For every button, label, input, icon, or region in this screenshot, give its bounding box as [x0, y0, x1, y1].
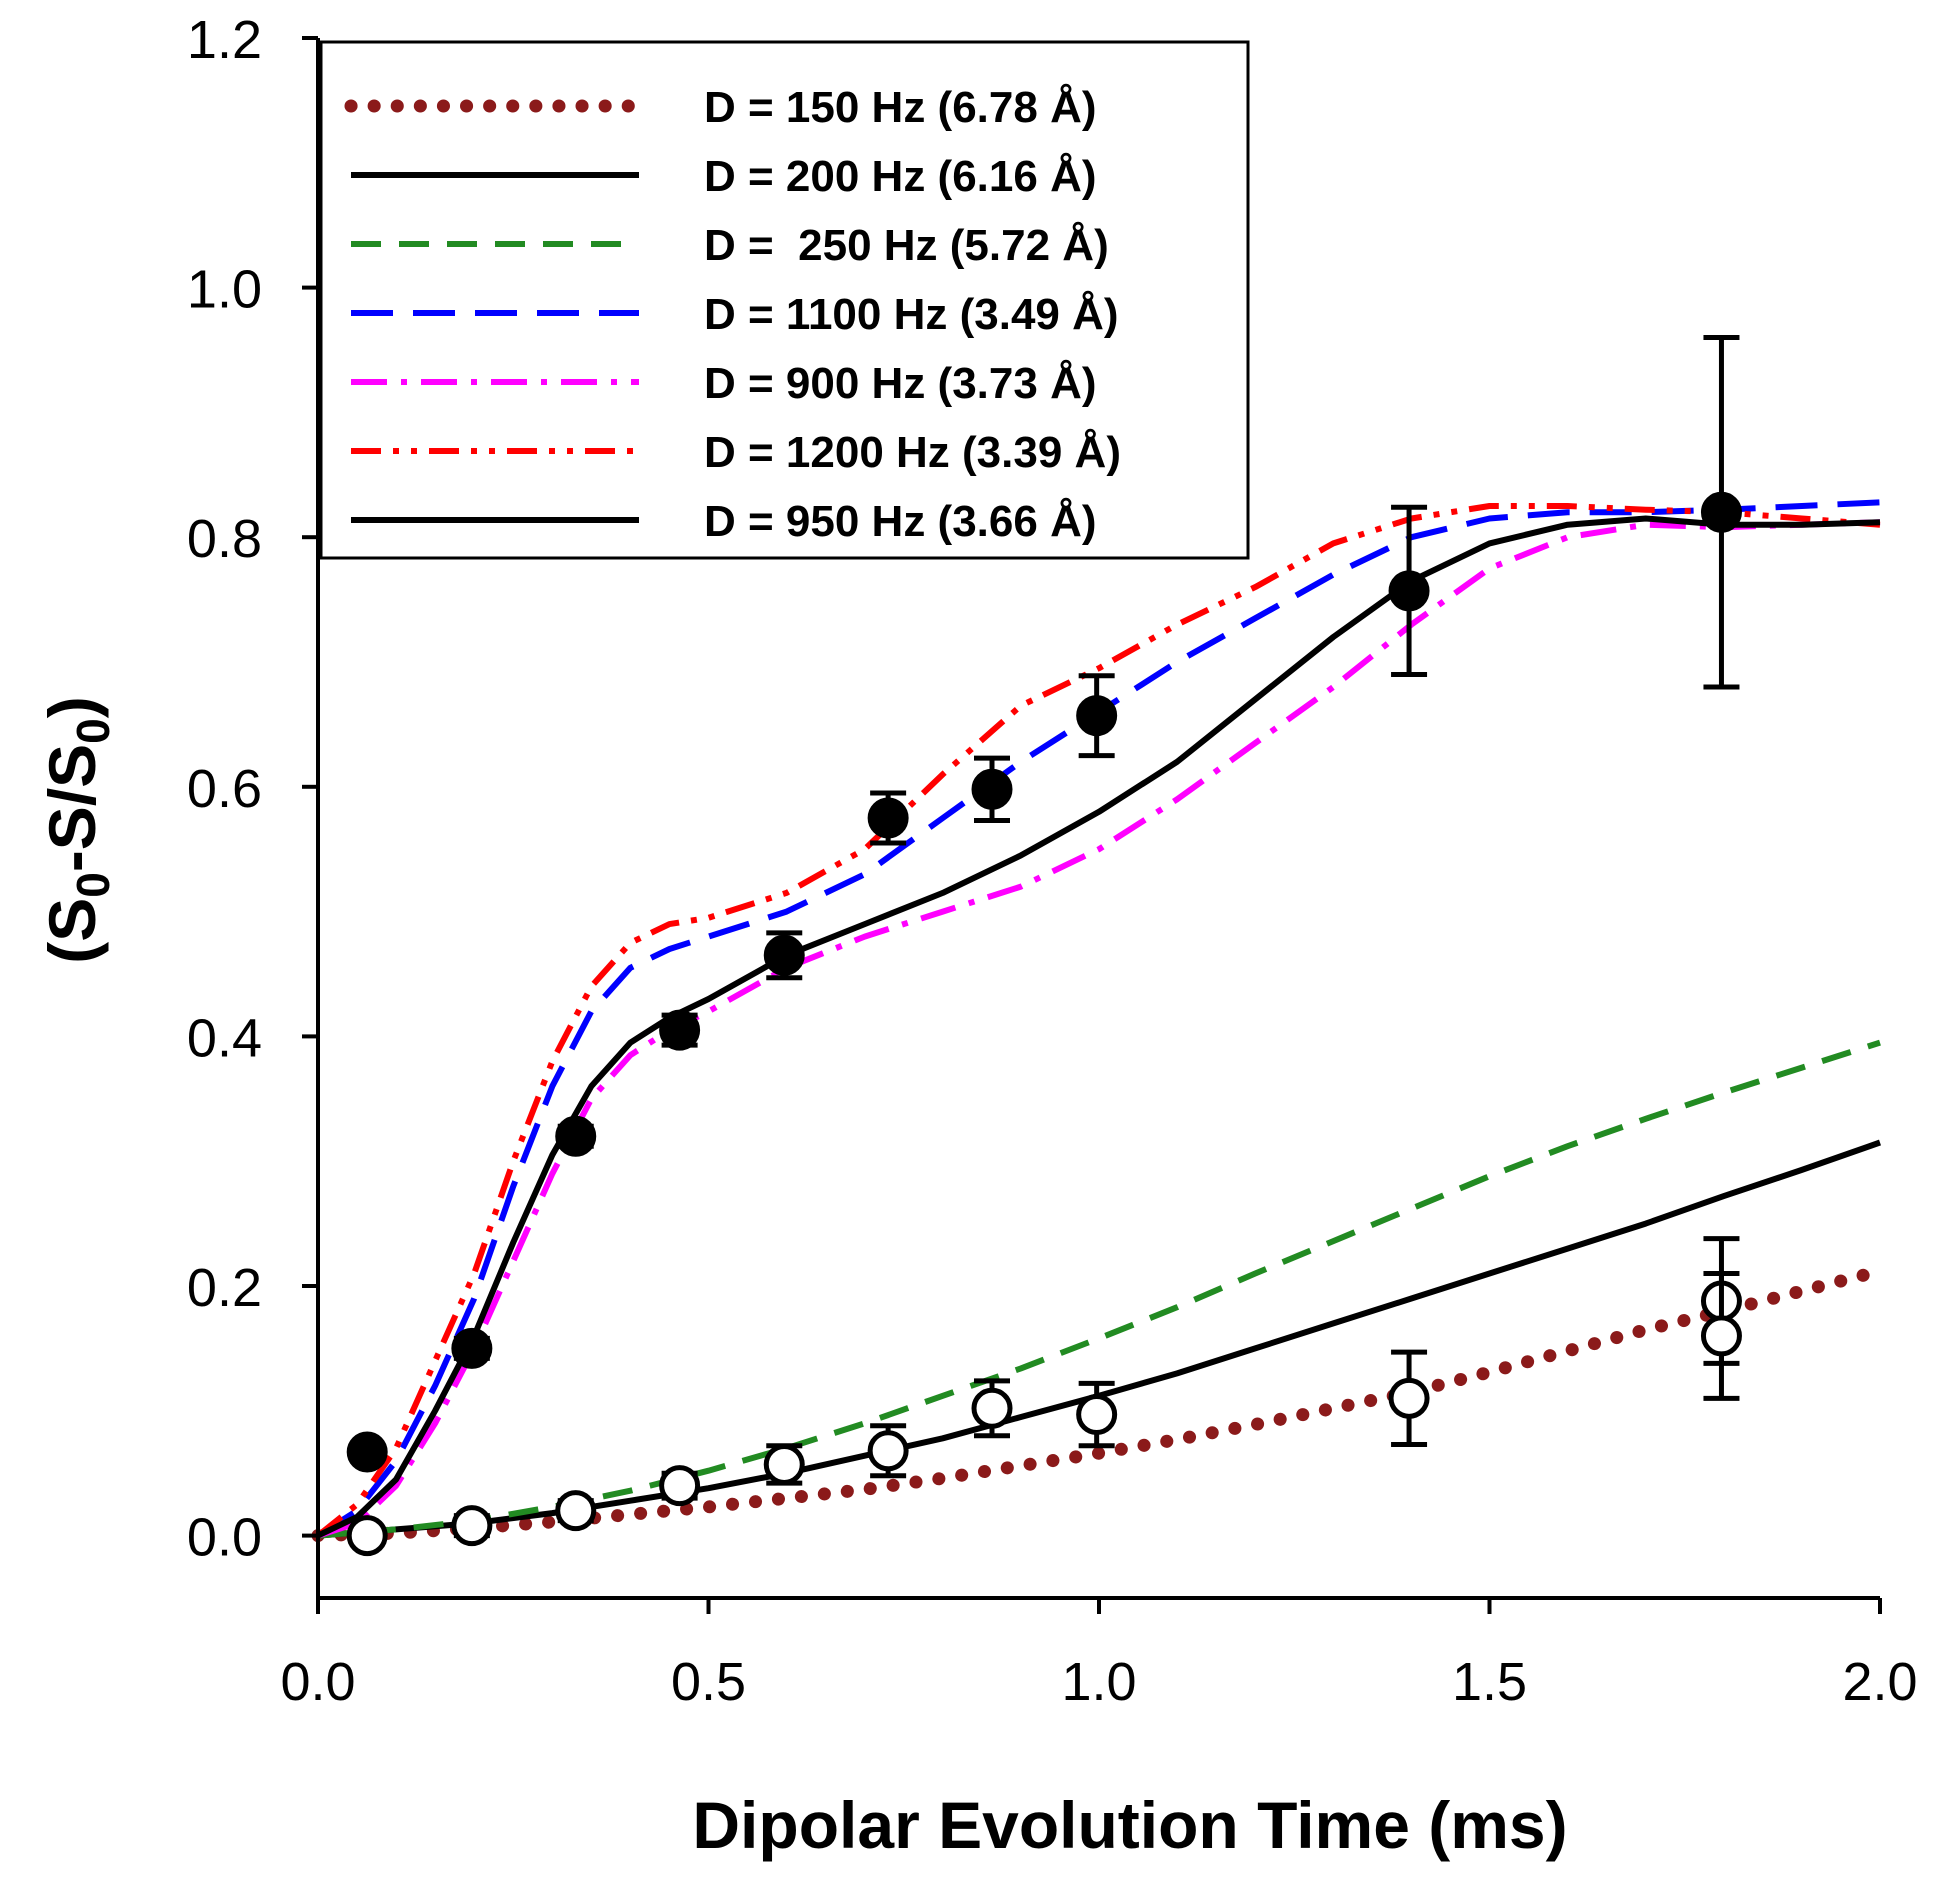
marker-filled-6	[867, 797, 909, 839]
y-axis-title: (S0-S/S0)	[35, 696, 119, 964]
marker-filled-1	[346, 1431, 388, 1473]
marker-open-5	[763, 1443, 805, 1485]
marker-open-3	[555, 1490, 597, 1532]
series-line-5	[317, 519, 1881, 1539]
series-line-6	[316, 503, 1881, 1538]
marker-filled-7	[971, 768, 1013, 810]
legend-label-3: D = 250 Hz (5.72 Å)	[704, 221, 1109, 270]
series-line-4	[316, 499, 1881, 1539]
marker-open-9	[1388, 1377, 1430, 1419]
legend-label-1: D = 150 Hz (6.78 Å)	[704, 83, 1097, 132]
legend-label-7: D = 950 Hz (3.66 Å)	[704, 497, 1097, 546]
marker-open-6	[867, 1430, 909, 1472]
marker-open-4	[659, 1465, 701, 1507]
marker-open-11	[1700, 1315, 1742, 1357]
legend-label-2: D = 200 Hz (6.16 Å)	[704, 152, 1097, 201]
y-tick-label-1: 0.0	[187, 1508, 262, 1568]
x-tick-label-2: 0.5	[671, 1652, 746, 1712]
marker-open-1	[346, 1515, 388, 1557]
marker-filled-3	[555, 1115, 597, 1157]
legend-label-6: D = 1200 Hz (3.39 Å)	[704, 428, 1121, 477]
y-tick-label-2: 0.2	[187, 1258, 262, 1318]
y-tick-label-3: 0.4	[187, 1008, 262, 1068]
legend-box	[319, 40, 1250, 560]
y-tick-label-5: 0.8	[187, 509, 262, 569]
x-axis-title: Dipolar Evolution Time (ms)	[692, 1788, 1567, 1862]
axes: 0.0 0.5 1.0 1.5 2.0 0.0 0.2 0.4 0.6 0.8 1.0 1.2	[187, 10, 1918, 1712]
marker-filled-4	[659, 1009, 701, 1051]
data-markers	[346, 335, 1742, 1557]
marker-filled-10	[1700, 491, 1742, 533]
marker-open-2	[451, 1505, 493, 1547]
y-tick-label-6: 1.0	[187, 260, 262, 320]
series-line-1	[311, 1264, 1887, 1543]
y-tick-label-7: 1.2	[187, 10, 262, 70]
x-tick-label-4: 1.5	[1452, 1652, 1527, 1712]
x-tick-label-1: 0.0	[280, 1652, 355, 1712]
marker-filled-5	[763, 934, 805, 976]
marker-filled-8	[1076, 695, 1118, 737]
marker-filled-2	[451, 1327, 493, 1369]
marker-open-8	[1076, 1394, 1118, 1436]
series-line-7	[316, 515, 1881, 1539]
marker-filled-9	[1388, 570, 1430, 612]
legend-label-5: D = 900 Hz (3.73 Å)	[704, 359, 1097, 408]
y-tick-label-4: 0.6	[187, 759, 262, 819]
x-tick-label-5: 2.0	[1842, 1652, 1917, 1712]
marker-open-7	[971, 1387, 1013, 1429]
legend-label-4: D = 1100 Hz (3.49 Å)	[704, 290, 1119, 339]
x-tick-label-3: 1.0	[1061, 1652, 1136, 1712]
legend: D = 150 Hz (6.78 Å) D = 200 Hz (6.16 Å) D …	[319, 40, 1250, 560]
